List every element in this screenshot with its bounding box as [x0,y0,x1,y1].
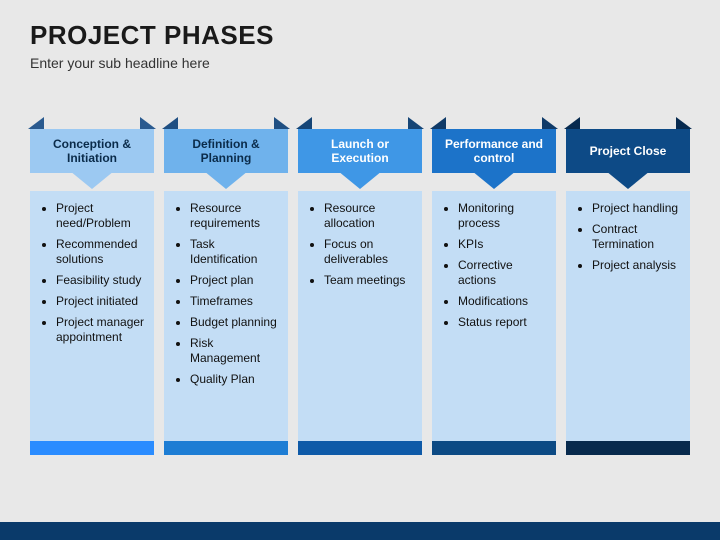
fold-ear-right-icon [140,117,156,129]
phase-title: Conception & Initiation [36,137,148,166]
phase-tab: Conception & Initiation [30,129,154,173]
list-item: Focus on deliverables [324,237,414,267]
list-item: Contract Termination [592,222,682,252]
phase-head: Launch or Execution [298,111,422,191]
subtitle: Enter your sub headline here [30,55,690,71]
phase-head: Project Close [566,111,690,191]
phase-head: Conception & Initiation [30,111,154,191]
list-item: Quality Plan [190,372,280,387]
fold-ear-right-icon [542,117,558,129]
list-item: Feasibility study [56,273,146,288]
phase-tab: Definition & Planning [164,129,288,173]
fold-ear-right-icon [408,117,424,129]
list-item: KPIs [458,237,548,252]
page-title: PROJECT PHASES [30,20,690,51]
fold-ear-right-icon [676,117,692,129]
list-item: Budget planning [190,315,280,330]
phase-column: Conception & Initiation Project need/Prob… [30,111,154,455]
fold-ear-right-icon [274,117,290,129]
fold-ear-left-icon [430,117,446,129]
phase-list: Project need/Problem Recommended solution… [38,201,146,345]
phase-column: Definition & Planning Resource requiremen… [164,111,288,455]
phase-list: Resource requirements Task Identification… [172,201,280,387]
list-item: Status report [458,315,548,330]
phase-column: Launch or Execution Resource allocation Fo… [298,111,422,455]
list-item: Resource allocation [324,201,414,231]
list-item: Project manager appointment [56,315,146,345]
list-item: Project handling [592,201,682,216]
phase-list: Resource allocation Focus on deliverables… [306,201,414,288]
list-item: Task Identification [190,237,280,267]
list-item: Risk Management [190,336,280,366]
phase-tab: Project Close [566,129,690,173]
phase-list: Project handling Contract Termination Proj… [574,201,682,273]
phase-list: Monitoring process KPIs Corrective actions… [440,201,548,330]
list-item: Corrective actions [458,258,548,288]
fold-ear-left-icon [162,117,178,129]
phase-footer-bar [30,441,154,455]
phase-column: Project Close Project handling Contract Te… [566,111,690,455]
phase-title: Performance and control [438,137,550,166]
fold-ear-left-icon [28,117,44,129]
list-item: Recommended solutions [56,237,146,267]
phase-footer-bar [566,441,690,455]
phase-footer-bar [432,441,556,455]
fold-ear-left-icon [296,117,312,129]
phases-row: Conception & Initiation Project need/Prob… [0,81,720,455]
header: PROJECT PHASES Enter your sub headline h… [0,0,720,81]
list-item: Monitoring process [458,201,548,231]
phase-body: Project handling Contract Termination Proj… [566,191,690,441]
phase-footer-bar [164,441,288,455]
list-item: Project initiated [56,294,146,309]
phase-tab: Launch or Execution [298,129,422,173]
phase-body: Resource requirements Task Identification… [164,191,288,441]
list-item: Project analysis [592,258,682,273]
phase-head: Definition & Planning [164,111,288,191]
list-item: Project plan [190,273,280,288]
phase-column: Performance and control Monitoring proces… [432,111,556,455]
list-item: Resource requirements [190,201,280,231]
phase-body: Monitoring process KPIs Corrective actions… [432,191,556,441]
phase-head: Performance and control [432,111,556,191]
phase-footer-bar [298,441,422,455]
list-item: Timeframes [190,294,280,309]
slide: PROJECT PHASES Enter your sub headline h… [0,0,720,540]
phase-body: Project need/Problem Recommended solution… [30,191,154,441]
list-item: Team meetings [324,273,414,288]
phase-tab: Performance and control [432,129,556,173]
list-item: Modifications [458,294,548,309]
phase-title: Project Close [590,144,667,158]
phase-title: Definition & Planning [170,137,282,166]
phase-title: Launch or Execution [304,137,416,166]
phase-body: Resource allocation Focus on deliverables… [298,191,422,441]
list-item: Project need/Problem [56,201,146,231]
fold-ear-left-icon [564,117,580,129]
bottom-strip [0,522,720,540]
